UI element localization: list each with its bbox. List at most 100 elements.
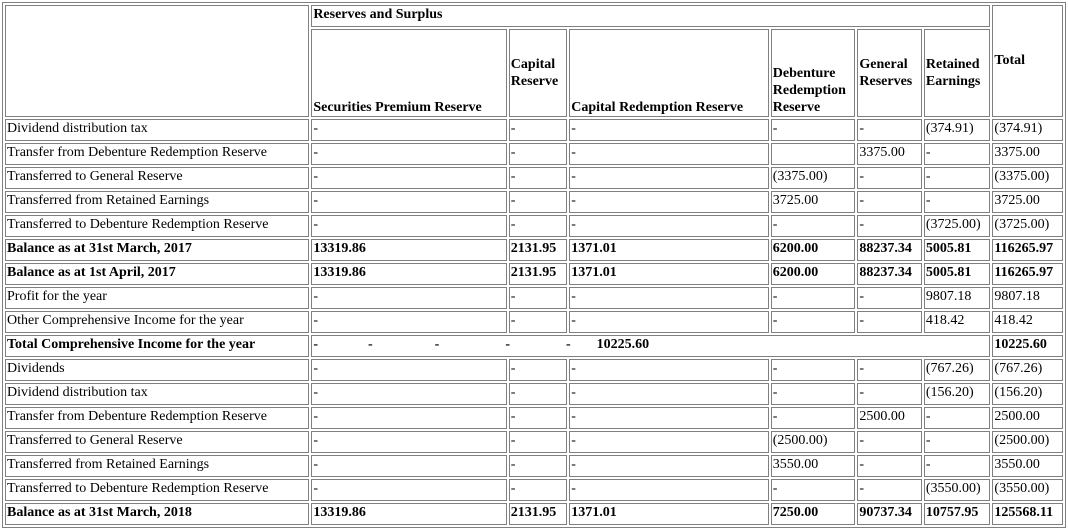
cell-capital-redemption: 1371.01 bbox=[569, 263, 769, 285]
reserves-surplus-group-header: Reserves and Surplus bbox=[311, 5, 991, 27]
cell-securities-premium: 13319.86 bbox=[311, 503, 507, 525]
cell-total: 125568.11 bbox=[992, 503, 1063, 525]
cell-retained-earnings: (767.26) bbox=[923, 359, 991, 381]
cell-total: 116265.97 bbox=[992, 239, 1063, 261]
cell-retained-earnings: 5005.81 bbox=[923, 263, 991, 285]
cell-general-reserves: - bbox=[857, 359, 922, 381]
cell-debenture-redemption: (3375.00) bbox=[770, 167, 856, 189]
cell-retained-earnings: - bbox=[923, 191, 991, 213]
cell-general-reserves: - bbox=[857, 311, 922, 333]
row-label: Transferred to Debenture Redemption Rese… bbox=[5, 215, 310, 237]
row-label: Dividend distribution tax bbox=[5, 119, 310, 141]
cell-total: 3550.00 bbox=[992, 455, 1063, 477]
cell-capital-reserve: - bbox=[508, 311, 568, 333]
cell-retained-earnings: - bbox=[923, 167, 991, 189]
cell-capital-reserve: - bbox=[508, 215, 568, 237]
cell-total: (767.26) bbox=[992, 359, 1063, 381]
table-row: Balance as at 1st April, 2017 13319.86 213… bbox=[5, 263, 1063, 285]
table-row: Transferred to Debenture Redemption Rese… bbox=[5, 479, 1063, 501]
col-header-securities-premium: Securities Premium Reserve bbox=[311, 29, 507, 117]
cell-capital-redemption: - bbox=[569, 119, 769, 141]
cell-debenture-redemption: 6200.00 bbox=[770, 239, 856, 261]
cell-capital-reserve: - bbox=[508, 287, 568, 309]
cell-retained-earnings: 10757.95 bbox=[923, 503, 991, 525]
table-row: Transfer from Debenture Redemption Reser… bbox=[5, 407, 1063, 429]
table-row: Transfer from Debenture Redemption Reser… bbox=[5, 143, 1063, 165]
cell-retained-earnings: 418.42 bbox=[923, 311, 991, 333]
cell-total: (374.91) bbox=[992, 119, 1063, 141]
tci-inline-value: - bbox=[434, 337, 440, 352]
cell-retained-earnings: (3550.00) bbox=[923, 479, 991, 501]
cell-debenture-redemption: 3725.00 bbox=[770, 191, 856, 213]
cell-total: 3725.00 bbox=[992, 191, 1063, 213]
row-label: Profit for the year bbox=[5, 287, 310, 309]
cell-debenture-redemption: - bbox=[770, 383, 856, 405]
table-row: Transferred from Retained Earnings - - -372… bbox=[5, 191, 1063, 213]
col-header-retained-earnings: Retained Earnings bbox=[923, 29, 991, 117]
cell-securities-premium: - bbox=[311, 455, 507, 477]
cell-general-reserves: - bbox=[857, 455, 922, 477]
row-label: Dividend distribution tax bbox=[5, 383, 310, 405]
cell-capital-reserve: 2131.95 bbox=[508, 263, 568, 285]
cell-capital-reserve: 2131.95 bbox=[508, 503, 568, 525]
table-row: Transferred from Retained Earnings - - -355… bbox=[5, 455, 1063, 477]
row-label: Transferred to General Reserve bbox=[5, 431, 310, 453]
row-label: Transfer from Debenture Redemption Reser… bbox=[5, 407, 310, 429]
row-label: Transferred from Retained Earnings bbox=[5, 455, 310, 477]
table-row: Profit for the year - - - - -9807.18 9807.18 bbox=[5, 287, 1063, 309]
cell-total: (3375.00) bbox=[992, 167, 1063, 189]
cell-capital-redemption: - bbox=[569, 359, 769, 381]
table-row: Dividend distribution tax - - - - - (156.20) (1… bbox=[5, 383, 1063, 405]
cell-general-reserves: - bbox=[857, 479, 922, 501]
cell-retained-earnings: (374.91) bbox=[923, 119, 991, 141]
cell-general-reserves: - bbox=[857, 167, 922, 189]
cell-capital-reserve: - bbox=[508, 479, 568, 501]
cell-securities-premium: - bbox=[311, 383, 507, 405]
cell-capital-reserve: - bbox=[508, 407, 568, 429]
cell-capital-redemption: - bbox=[569, 287, 769, 309]
tci-inline-value: - bbox=[313, 337, 318, 352]
cell-capital-reserve: - bbox=[508, 167, 568, 189]
cell-general-reserves: - bbox=[857, 287, 922, 309]
cell-capital-reserve: - bbox=[508, 455, 568, 477]
cell-securities-premium: - bbox=[311, 311, 507, 333]
cell-general-reserves: 3375.00 bbox=[857, 143, 922, 165]
cell-general-reserves: 88237.34 bbox=[857, 239, 922, 261]
cell-capital-reserve: - bbox=[508, 143, 568, 165]
header-row-columns: Securities Premium Reserve Capital Reser… bbox=[5, 29, 1063, 117]
cell-debenture-redemption: - bbox=[770, 287, 856, 309]
cell-capital-redemption: - bbox=[569, 143, 769, 165]
cell-capital-redemption: - bbox=[569, 407, 769, 429]
cell-total: 3375.00 bbox=[992, 143, 1063, 165]
cell-total: 10225.60 bbox=[992, 335, 1063, 357]
cell-general-reserves: 90737.34 bbox=[857, 503, 922, 525]
cell-general-reserves: - bbox=[857, 215, 922, 237]
cell-debenture-redemption: - bbox=[770, 119, 856, 141]
cell-securities-premium: - bbox=[311, 119, 507, 141]
tci-merged-cell: - - - - - 10225.60 bbox=[311, 335, 991, 357]
cell-retained-earnings: (3725.00) bbox=[923, 215, 991, 237]
cell-debenture-redemption: 3550.00 bbox=[770, 455, 856, 477]
cell-retained-earnings: - bbox=[923, 407, 991, 429]
table-row: Transferred to Debenture Redemption Rese… bbox=[5, 215, 1063, 237]
cell-general-reserves: - bbox=[857, 119, 922, 141]
cell-capital-redemption: - bbox=[569, 479, 769, 501]
cell-retained-earnings: - bbox=[923, 431, 991, 453]
cell-total: (3725.00) bbox=[992, 215, 1063, 237]
col-header-general-reserves: General Reserves bbox=[857, 29, 922, 117]
cell-capital-redemption: 1371.01 bbox=[569, 239, 769, 261]
row-label: Transfer from Debenture Redemption Reser… bbox=[5, 143, 310, 165]
cell-debenture-redemption: (2500.00) bbox=[770, 431, 856, 453]
tci-inline-value: - bbox=[505, 337, 510, 352]
cell-securities-premium: - bbox=[311, 479, 507, 501]
cell-debenture-redemption: - bbox=[770, 215, 856, 237]
cell-retained-earnings: (156.20) bbox=[923, 383, 991, 405]
row-label: Balance as at 31st March, 2017 bbox=[5, 239, 310, 261]
cell-retained-earnings: - bbox=[923, 455, 991, 477]
row-label: Transferred to Debenture Redemption Rese… bbox=[5, 479, 310, 501]
header-row-group: Reserves and Surplus Total bbox=[5, 5, 1063, 117]
cell-total: (3550.00) bbox=[992, 479, 1063, 501]
cell-debenture-redemption: - bbox=[770, 479, 856, 501]
tci-inline-value: - bbox=[566, 337, 571, 352]
cell-total: (156.20) bbox=[992, 383, 1063, 405]
